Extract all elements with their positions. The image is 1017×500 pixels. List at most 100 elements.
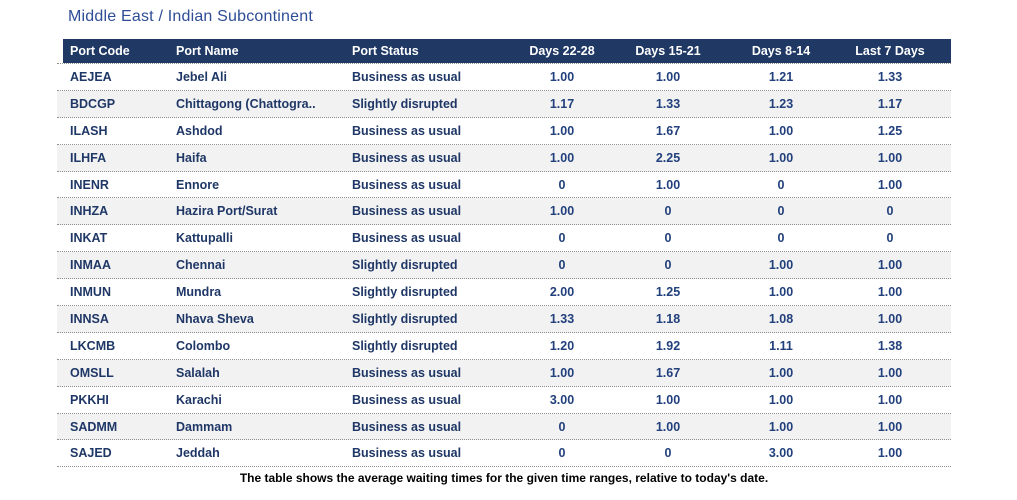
days-8-14-cell: 1.21 <box>768 69 794 84</box>
days-15-21-cell: 1.33 <box>655 96 681 111</box>
port-status-cell: Business as usual <box>352 69 462 84</box>
last-7-days-cell: 1.17 <box>877 96 903 111</box>
days-15-21-cell: 1.25 <box>655 285 681 300</box>
port-status-cell: Slightly disrupted <box>352 311 458 326</box>
port-code-cell: INMAA <box>70 258 111 273</box>
days-8-14-cell: 1.00 <box>768 123 794 138</box>
port-status-cell: Business as usual <box>352 231 462 246</box>
days-15-21-cell: 0 <box>664 231 672 246</box>
days-15-21-cell: 1.00 <box>655 177 681 192</box>
days-8-14-cell: 1.00 <box>768 258 794 273</box>
table-row: INNSA Nhava Sheva Slightly disrupted 1.3… <box>57 306 951 333</box>
days-22-28-cell: 1.00 <box>549 204 575 219</box>
column-header-port-code: Port Code <box>70 44 130 58</box>
port-name-cell: Kattupalli <box>176 231 233 246</box>
column-header-last-7-days: Last 7 Days <box>855 44 925 58</box>
days-22-28-cell: 1.00 <box>549 150 575 165</box>
days-15-21-cell: 1.00 <box>655 69 681 84</box>
port-code-cell: PKKHI <box>70 392 109 407</box>
port-name-cell: Nhava Sheva <box>176 311 254 326</box>
last-7-days-cell: 1.00 <box>877 392 903 407</box>
last-7-days-cell: 1.00 <box>877 446 903 461</box>
port-status-cell: Business as usual <box>352 419 462 434</box>
waiting-times-table: Port Code Port Name Port Status Days 22-… <box>57 39 951 468</box>
last-7-days-cell: 1.00 <box>877 258 903 273</box>
port-name-cell: Mundra <box>176 285 222 300</box>
days-15-21-cell: 1.67 <box>655 123 681 138</box>
table-row: INKAT Kattupalli Business as usual 0 0 0… <box>57 225 951 253</box>
last-7-days-cell: 1.00 <box>877 419 903 434</box>
days-22-28-cell: 1.00 <box>549 123 575 138</box>
column-header-days-8-14: Days 8-14 <box>751 44 811 58</box>
port-status-cell: Business as usual <box>352 204 462 219</box>
last-7-days-cell: 1.00 <box>877 311 903 326</box>
port-code-cell: INHZA <box>70 204 109 219</box>
table-row: SAJED Jeddah Business as usual 0 0 3.00 … <box>57 440 951 468</box>
days-8-14-cell: 1.08 <box>768 311 794 326</box>
table-row: ILASH Ashdod Business as usual 1.00 1.67… <box>57 117 951 145</box>
last-7-days-cell: 0 <box>886 204 894 219</box>
last-7-days-cell: 1.00 <box>877 177 903 192</box>
days-8-14-cell: 1.00 <box>768 419 794 434</box>
port-status-cell: Slightly disrupted <box>352 338 458 353</box>
port-code-cell: INNSA <box>70 311 109 326</box>
port-name-cell: Salalah <box>176 365 220 380</box>
port-status-cell: Slightly disrupted <box>352 258 458 273</box>
port-name-cell: Karachi <box>176 392 222 407</box>
port-status-cell: Business as usual <box>352 177 462 192</box>
port-status-cell: Business as usual <box>352 123 462 138</box>
last-7-days-cell: 0 <box>886 231 894 246</box>
table-row: ILHFA Haifa Business as usual 1.00 2.25 … <box>57 144 951 172</box>
last-7-days-cell: 1.00 <box>877 365 903 380</box>
table-row: INHZA Hazira Port/Surat Business as usua… <box>57 198 951 226</box>
days-15-21-cell: 0 <box>664 446 672 461</box>
days-22-28-cell: 2.00 <box>549 285 575 300</box>
port-code-cell: OMSLL <box>70 365 114 380</box>
port-name-cell: Jeddah <box>176 446 220 461</box>
port-status-cell: Business as usual <box>352 150 462 165</box>
days-8-14-cell: 0 <box>777 204 785 219</box>
days-15-21-cell: 0 <box>664 258 672 273</box>
table-row: SADMM Dammam Business as usual 0 1.00 1.… <box>57 413 951 441</box>
days-15-21-cell: 1.92 <box>655 338 681 353</box>
days-22-28-cell: 0 <box>558 177 566 192</box>
port-code-cell: SADMM <box>70 419 118 434</box>
table-caption: The table shows the average waiting time… <box>239 471 769 485</box>
days-8-14-cell: 0 <box>777 231 785 246</box>
days-15-21-cell: 0 <box>664 204 672 219</box>
days-22-28-cell: 1.00 <box>549 69 575 84</box>
port-status-cell: Business as usual <box>352 446 462 461</box>
port-code-cell: INKAT <box>70 231 108 246</box>
last-7-days-cell: 1.00 <box>877 285 903 300</box>
column-header-days-22-28: Days 22-28 <box>529 44 595 58</box>
days-22-28-cell: 1.20 <box>549 338 575 353</box>
days-15-21-cell: 1.18 <box>655 311 681 326</box>
port-name-cell: Chennai <box>176 258 226 273</box>
port-code-cell: AEJEA <box>70 69 112 84</box>
table-row: PKKHI Karachi Business as usual 3.00 1.0… <box>57 386 951 414</box>
days-8-14-cell: 1.11 <box>769 338 793 353</box>
days-22-28-cell: 1.00 <box>549 365 575 380</box>
days-22-28-cell: 0 <box>558 231 566 246</box>
port-code-cell: LKCMB <box>70 338 116 353</box>
days-8-14-cell: 0 <box>777 177 785 192</box>
column-header-port-name: Port Name <box>176 44 239 58</box>
days-15-21-cell: 2.25 <box>655 150 681 165</box>
table-header-row: Port Code Port Name Port Status Days 22-… <box>63 39 951 63</box>
days-22-28-cell: 0 <box>558 258 566 273</box>
days-8-14-cell: 1.23 <box>768 96 794 111</box>
days-15-21-cell: 1.67 <box>655 365 681 380</box>
days-8-14-cell: 3.00 <box>768 446 794 461</box>
column-header-days-15-21: Days 15-21 <box>635 44 701 58</box>
table-body: AEJEA Jebel Ali Business as usual 1.00 1… <box>57 63 951 468</box>
days-22-28-cell: 1.33 <box>549 311 575 326</box>
table-row: INMAA Chennai Slightly disrupted 0 0 1.0… <box>57 252 951 280</box>
port-code-cell: ILHFA <box>70 150 107 165</box>
port-name-cell: Haifa <box>176 150 207 165</box>
table-row: LKCMB Colombo Slightly disrupted 1.20 1.… <box>57 332 951 360</box>
days-22-28-cell: 0 <box>558 419 566 434</box>
port-code-cell: BDCGP <box>70 96 116 111</box>
port-name-cell: Hazira Port/Surat <box>176 204 278 219</box>
port-name-cell: Colombo <box>176 338 231 353</box>
